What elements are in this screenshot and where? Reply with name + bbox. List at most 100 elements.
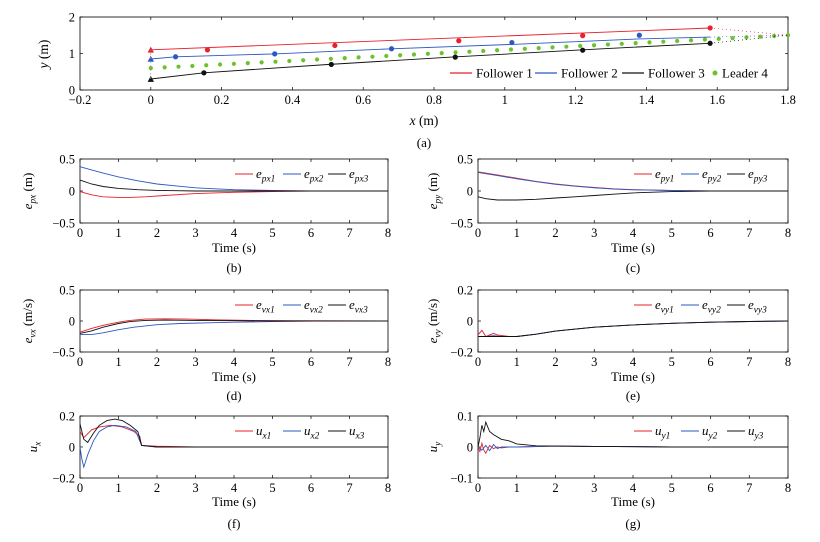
caption: (c) — [626, 260, 640, 275]
y-axis-label: epx (m) — [20, 173, 39, 210]
leader-marker — [314, 57, 320, 62]
leader-marker — [273, 59, 278, 64]
x-tick-label: 6 — [707, 355, 713, 369]
y-tick-label: 0 — [467, 441, 473, 455]
y-axis-label: epy (m) — [425, 173, 444, 210]
y-tick-label: 0 — [467, 185, 473, 199]
legend: uy1 uy2 uy3 — [634, 423, 764, 442]
leader-marker — [578, 43, 583, 49]
series-marker — [328, 61, 334, 68]
y-axis-label: uy — [425, 441, 444, 453]
x-axis-label: Time (s) — [611, 369, 655, 384]
x-tick-label: 4 — [231, 355, 238, 369]
series-marker — [636, 32, 642, 38]
y-tick-label: 0 — [69, 84, 75, 98]
series-line-3 — [79, 179, 388, 192]
x-tick-label: 6 — [707, 481, 713, 495]
x-tick-label: 7 — [746, 355, 752, 369]
leader-marker — [661, 39, 666, 44]
series-tail — [710, 34, 789, 44]
series-line-follower-2 — [150, 36, 711, 60]
x-tick-label: 4 — [630, 481, 637, 495]
leader-marker — [425, 51, 430, 56]
y-tick-label: −0.5 — [52, 346, 75, 360]
leader-marker — [744, 35, 749, 40]
series-marker — [452, 54, 458, 60]
legend-label: evx1 — [256, 297, 275, 316]
legend-label: Follower 1 — [476, 66, 533, 81]
leader-marker — [536, 46, 541, 51]
x-tick-label: 1.2 — [568, 93, 584, 107]
legend-label: evy1 — [655, 297, 674, 316]
legend-label: epy3 — [748, 166, 768, 185]
y-tick-label: 0.5 — [59, 153, 75, 167]
series-marker — [509, 39, 515, 46]
y-tick-label: 0.2 — [457, 284, 473, 298]
y-axis-label: y (m) — [36, 40, 51, 71]
legend: epy1 epy2 epy3 — [634, 166, 768, 185]
leader-marker — [287, 58, 292, 64]
leader-marker — [467, 49, 472, 54]
x-tick-label: 0 — [148, 93, 154, 107]
plot-frame — [477, 289, 789, 353]
series-marker — [388, 46, 395, 52]
x-tick-label: −0.2 — [69, 93, 92, 107]
series-tail — [710, 34, 789, 38]
x-tick-label: 6 — [308, 355, 314, 369]
leader-marker — [245, 61, 250, 66]
legend-swatch — [712, 70, 718, 76]
legend-label: uy2 — [702, 423, 718, 442]
x-tick-label: 8 — [385, 481, 391, 495]
leader-marker — [370, 54, 375, 59]
caption: (d) — [226, 388, 241, 403]
leader-marker — [301, 58, 306, 63]
x-axis-label: x (m) — [409, 113, 439, 128]
legend-label: ux2 — [304, 423, 320, 442]
x-tick-label: 8 — [785, 481, 791, 495]
legend: epx1 epx2 epx3 — [235, 166, 369, 185]
leader-marker — [481, 48, 486, 54]
leader-marker — [231, 61, 237, 66]
series-line-2 — [80, 320, 388, 336]
legend-label: ux3 — [349, 423, 365, 442]
x-axis-label: Time (s) — [212, 369, 256, 384]
leader-marker — [398, 53, 403, 58]
leader-marker — [162, 65, 167, 70]
y-tick-label: 0 — [69, 441, 75, 455]
x-tick-label: 6 — [707, 226, 713, 240]
x-tick-label: 4 — [630, 226, 637, 240]
x-tick-label: 3 — [591, 481, 597, 495]
legend-label: epy2 — [702, 166, 722, 185]
x-tick-label: 8 — [385, 226, 391, 240]
x-tick-label: 6 — [308, 481, 314, 495]
legend: evy1 evy2 evy3 — [634, 297, 767, 316]
leader-marker — [342, 56, 347, 61]
x-tick-label: 0 — [475, 481, 481, 495]
y-tick-label: 0.1 — [457, 410, 473, 424]
leader-marker — [785, 33, 791, 38]
x-tick-label: 0 — [475, 226, 481, 240]
x-tick-label: 7 — [346, 481, 352, 495]
leader-marker — [591, 43, 597, 48]
x-tick-label: 1.6 — [709, 93, 725, 107]
x-tick-label: 7 — [346, 355, 352, 369]
series-marker — [456, 38, 462, 44]
x-tick-label: 8 — [385, 355, 391, 369]
x-tick-label: 7 — [746, 226, 752, 240]
legend-label: evx2 — [304, 297, 323, 316]
leader-marker — [550, 45, 555, 50]
caption: (f) — [228, 516, 241, 531]
y-tick-label: 0 — [467, 315, 473, 329]
x-tick-label: 1 — [514, 226, 520, 240]
x-axis-label: Time (s) — [611, 494, 655, 509]
y-tick-label: −0.5 — [450, 217, 473, 231]
y-tick-label: 1 — [69, 47, 75, 61]
leader-marker — [411, 52, 417, 57]
leader-marker — [148, 66, 153, 71]
x-tick-label: 0.6 — [355, 93, 371, 107]
x-tick-label: 1 — [115, 226, 121, 240]
x-tick-label: 2 — [552, 481, 558, 495]
series-line-1 — [79, 190, 388, 198]
series-marker — [172, 54, 179, 60]
